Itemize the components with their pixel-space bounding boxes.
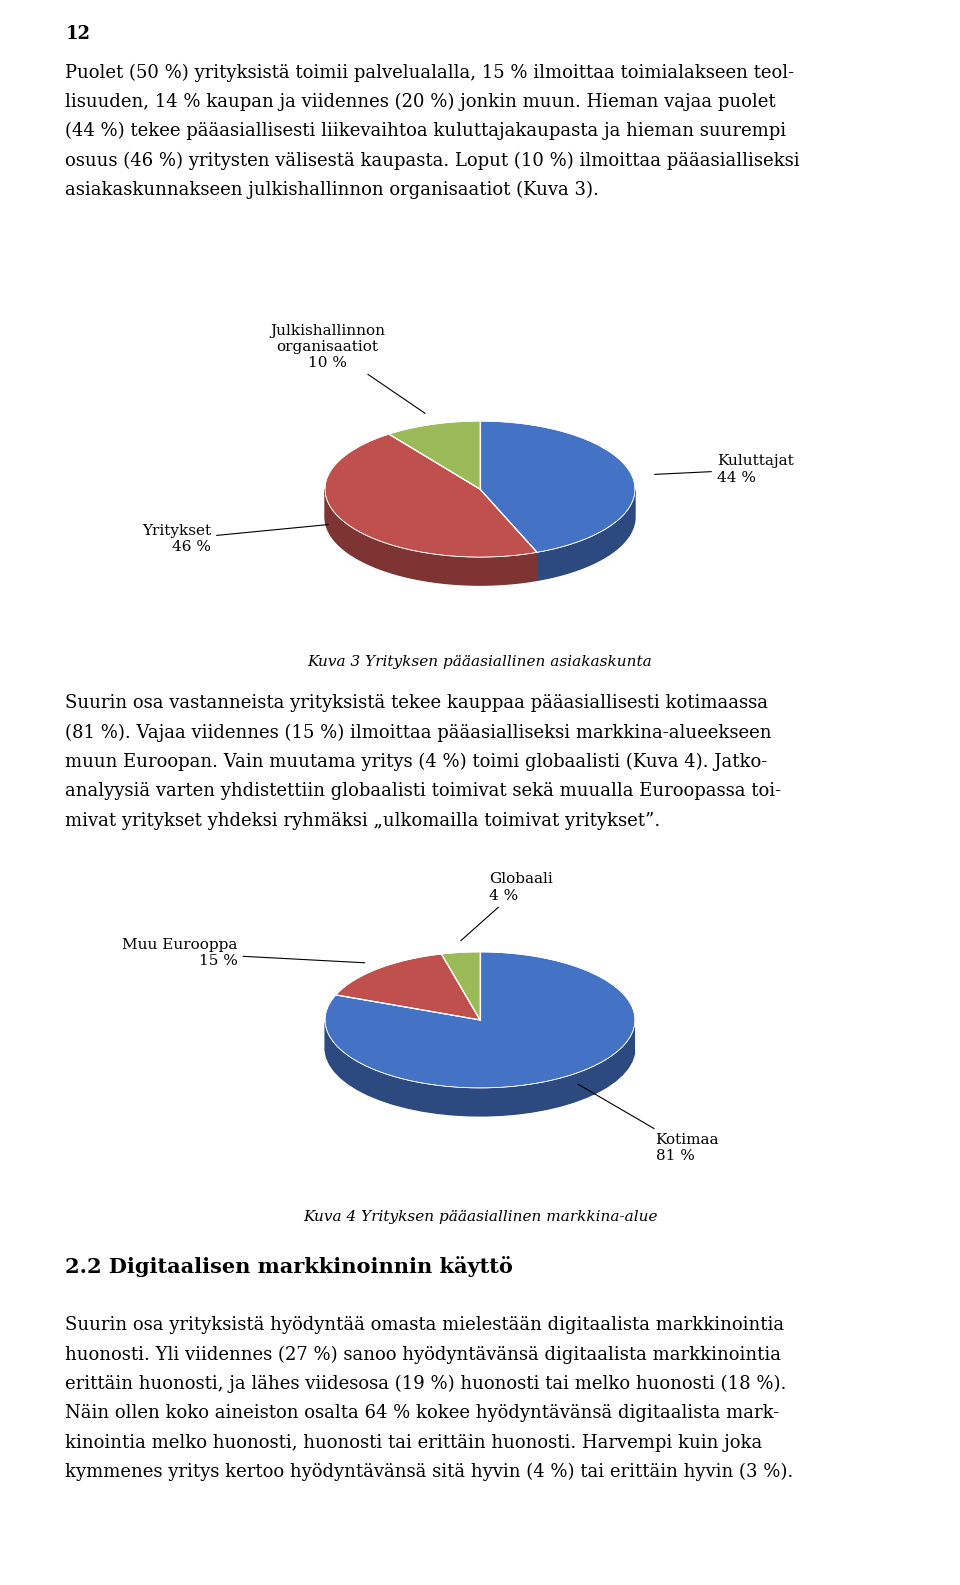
Text: analyysiä varten yhdistettiin globaalisti toimivat sekä muualla Euroopassa toi-: analyysiä varten yhdistettiin globaalist… xyxy=(65,781,781,800)
Text: huonosti. Yli viidennes (27 %) sanoo hyödyntävänsä digitaalista markkinointia: huonosti. Yli viidennes (27 %) sanoo hyö… xyxy=(65,1346,781,1365)
Text: (44 %) tekee pääasiallisesti liikevaihtoa kuluttajakaupasta ja hieman suurempi: (44 %) tekee pääasiallisesti liikevaihto… xyxy=(65,122,786,141)
Text: Suurin osa yrityksistä hyödyntää omasta mielestään digitaalista markkinointia: Suurin osa yrityksistä hyödyntää omasta … xyxy=(65,1316,784,1335)
Text: kymmenes yritys kertoo hyödyntävänsä sitä hyvin (4 %) tai erittäin hyvin (3 %).: kymmenes yritys kertoo hyödyntävänsä sit… xyxy=(65,1463,794,1482)
Text: asiakaskunnakseen julkishallinnon organisaatiot (Kuva 3).: asiakaskunnakseen julkishallinnon organi… xyxy=(65,181,599,200)
Polygon shape xyxy=(537,491,635,580)
Text: Näin ollen koko aineiston osalta 64 % kokee hyödyntävänsä digitaalista mark-: Näin ollen koko aineiston osalta 64 % ko… xyxy=(65,1404,780,1422)
Text: osuus (46 %) yritysten välisestä kaupasta. Loput (10 %) ilmoittaa pääasialliseks: osuus (46 %) yritysten välisestä kaupast… xyxy=(65,151,800,170)
Text: Globaali
4 %: Globaali 4 % xyxy=(461,872,552,941)
Text: Muu Eurooppa
15 %: Muu Eurooppa 15 % xyxy=(122,938,365,968)
Text: 2.2 Digitaalisen markkinoinnin käyttö: 2.2 Digitaalisen markkinoinnin käyttö xyxy=(65,1255,514,1278)
Polygon shape xyxy=(537,490,635,580)
Polygon shape xyxy=(325,490,537,585)
Text: lisuuden, 14 % kaupan ja viidennes (20 %) jonkin muun. Hieman vajaa puolet: lisuuden, 14 % kaupan ja viidennes (20 %… xyxy=(65,92,776,111)
Polygon shape xyxy=(325,1022,635,1116)
Text: Puolet (50 %) yrityksistä toimii palvelualalla, 15 % ilmoittaa toimialakseen teo: Puolet (50 %) yrityksistä toimii palvelu… xyxy=(65,63,795,82)
Polygon shape xyxy=(325,953,635,1087)
Text: muun Euroopan. Vain muutama yritys (4 %) toimi globaalisti (Kuva 4). Jatko-: muun Euroopan. Vain muutama yritys (4 %)… xyxy=(65,753,768,772)
Text: erittäin huonosti, ja lähes viidesosa (19 %) huonosti tai melko huonosti (18 %).: erittäin huonosti, ja lähes viidesosa (1… xyxy=(65,1374,786,1393)
Text: Kuva 4 Yrityksen pääasiallinen markkina-alue: Kuva 4 Yrityksen pääasiallinen markkina-… xyxy=(302,1211,658,1224)
Text: Kotimaa
81 %: Kotimaa 81 % xyxy=(578,1084,719,1163)
Polygon shape xyxy=(325,434,537,556)
Text: Yritykset
46 %: Yritykset 46 % xyxy=(142,525,328,555)
Text: Suurin osa vastanneista yrityksistä tekee kauppaa pääasiallisesti kotimaassa: Suurin osa vastanneista yrityksistä teke… xyxy=(65,694,768,712)
Polygon shape xyxy=(325,1024,635,1116)
Polygon shape xyxy=(480,422,635,552)
Polygon shape xyxy=(389,422,480,490)
Polygon shape xyxy=(442,953,480,1021)
Polygon shape xyxy=(336,954,480,1021)
Text: Kuluttajat
44 %: Kuluttajat 44 % xyxy=(655,455,794,485)
Text: 12: 12 xyxy=(65,25,90,43)
Text: mivat yritykset yhdeksi ryhmäksi „ulkomailla toimivat yritykset”.: mivat yritykset yhdeksi ryhmäksi „ulkoma… xyxy=(65,812,660,829)
Text: (81 %). Vajaa viidennes (15 %) ilmoittaa pääasialliseksi markkina-alueekseen: (81 %). Vajaa viidennes (15 %) ilmoittaa… xyxy=(65,723,772,742)
Text: Julkishallinnon
organisaatiot
10 %: Julkishallinnon organisaatiot 10 % xyxy=(270,323,425,414)
Text: kinointia melko huonosti, huonosti tai erittäin huonosti. Harvempi kuin joka: kinointia melko huonosti, huonosti tai e… xyxy=(65,1433,762,1452)
Text: Kuva 3 Yrityksen pääasiallinen asiakaskunta: Kuva 3 Yrityksen pääasiallinen asiakasku… xyxy=(307,655,653,669)
Polygon shape xyxy=(325,491,537,585)
